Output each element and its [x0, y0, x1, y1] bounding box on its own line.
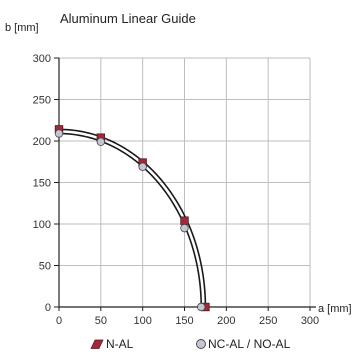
series-markers — [54, 125, 210, 312]
x-tick-label-250: 250 — [259, 315, 277, 327]
point-1-0 — [54, 129, 64, 138]
y-axis-label: b [mm] — [5, 22, 39, 34]
x-axis-label: a [mm] — [318, 303, 352, 315]
y-tick-label-300: 300 — [33, 53, 51, 65]
legend-label-0: N-AL — [106, 337, 134, 351]
y-tick-label-0: 0 — [45, 302, 51, 314]
legend-label-1: NC-AL / NO-AL — [208, 337, 291, 351]
legend-marker-1 — [196, 339, 206, 349]
y-tick-label-200: 200 — [33, 136, 51, 148]
tick-labels: 0 50 100 150 200 250 300 0 50 100 150 200 250 300 — [33, 53, 320, 327]
x-tick-label-100: 100 — [133, 315, 151, 327]
series-line-1 — [58, 132, 203, 308]
point-1-3 — [180, 223, 189, 233]
grid — [59, 57, 311, 307]
x-tick-label-200: 200 — [217, 315, 235, 327]
point-1-2 — [138, 162, 147, 171]
y-tick-label-150: 150 — [33, 178, 51, 190]
point-1-4 — [197, 302, 206, 312]
point-0-3 — [180, 216, 189, 225]
point-1-1 — [96, 137, 106, 147]
x-tick-label-0: 0 — [56, 315, 62, 327]
y-tick-label-100: 100 — [33, 219, 51, 231]
legend: N-AL NC-AL / NO-AL — [90, 337, 291, 351]
x-tick-label-150: 150 — [175, 315, 193, 327]
axes — [54, 57, 316, 311]
legend-marker-0 — [90, 339, 104, 349]
x-tick-label-300: 300 — [301, 315, 319, 327]
chart-title: Aluminum Linear Guide — [60, 11, 196, 26]
y-tick-label-50: 50 — [39, 261, 51, 273]
y-tick-label-250: 250 — [33, 95, 51, 107]
x-tick-label-50: 50 — [95, 315, 107, 327]
